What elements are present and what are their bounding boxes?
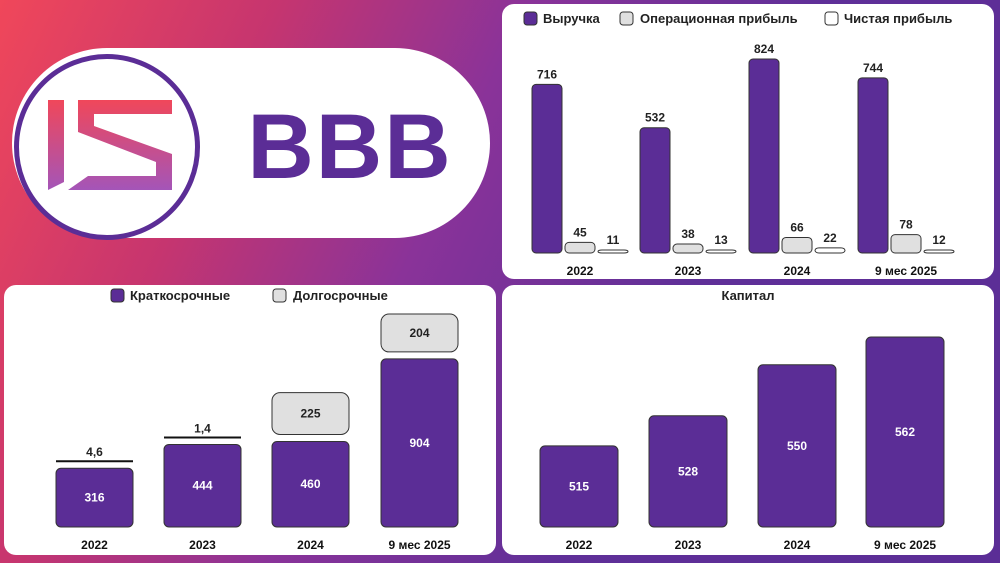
income-chart-panel: Выручка Операционная прибыль Чистая приб… (502, 4, 994, 279)
company-ticker: BBB (247, 96, 453, 198)
capital-chart-title: Капитал (721, 288, 774, 303)
x-tick-2022: 2022 (566, 538, 593, 552)
value-label-short-term-2024: 460 (300, 477, 320, 491)
bar-net-profit-2023 (705, 249, 737, 254)
x-tick-2024: 2024 (784, 538, 811, 552)
bar-net-profit-2024 (814, 247, 846, 254)
value-label-long-term-9-мес-2025: 204 (409, 326, 429, 340)
legend-swatch-net-profit (824, 11, 839, 26)
value-label-capital-9-мес-2025: 562 (895, 425, 915, 439)
value-label-short-term-2023: 444 (192, 479, 212, 493)
x-tick-2022: 2022 (81, 538, 108, 552)
value-label-net-profit-2023: 13 (714, 233, 728, 247)
value-label-revenue-2022: 716 (537, 67, 557, 81)
bar-short-term-2024 (271, 440, 350, 528)
x-tick-9-мес-2025: 9 мес 2025 (874, 538, 936, 552)
legend-swatch-long-term (272, 288, 287, 303)
bar-long-term-9-мес-2025 (380, 313, 459, 353)
x-tick-9-мес-2025: 9 мес 2025 (875, 264, 937, 278)
legend-swatch-short-term (110, 288, 125, 303)
legend-label-net-profit: Чистая прибыль (844, 11, 952, 26)
value-label-capital-2024: 550 (787, 439, 807, 453)
value-label-operating-profit-9-мес-2025: 78 (899, 218, 913, 232)
x-tick-2023: 2023 (675, 538, 702, 552)
bar-short-term-2023 (163, 443, 242, 528)
legend-label-operating-profit: Операционная прибыль (640, 11, 798, 26)
bar-revenue-2024 (748, 58, 780, 254)
value-label-net-profit-2024: 22 (823, 231, 837, 245)
debt-legend: Краткосрочные Долгосрочные (110, 288, 388, 303)
bar-long-term-2024 (271, 392, 350, 435)
value-label-short-term-9-мес-2025: 904 (409, 436, 429, 450)
value-label-revenue-9-мес-2025: 744 (863, 61, 883, 75)
x-tick-2024: 2024 (297, 538, 324, 552)
value-label-long-term-2024: 225 (300, 407, 320, 421)
bar-capital-2023 (648, 415, 728, 528)
x-tick-9-мес-2025: 9 мес 2025 (388, 538, 450, 552)
value-label-revenue-2023: 532 (645, 111, 665, 125)
x-tick-2023: 2023 (675, 264, 702, 278)
value-label-net-profit-2022: 11 (607, 233, 620, 247)
x-tick-2022: 2022 (567, 264, 594, 278)
capital-chart-panel: Капитал 515 2022 528 2023 550 2024 562 9 мес 20… (502, 285, 994, 555)
bar-net-profit-9-мес-2025 (923, 249, 955, 254)
bar-revenue-2023 (639, 127, 671, 254)
bar-short-term-9-мес-2025 (380, 358, 459, 528)
x-tick-2023: 2023 (189, 538, 216, 552)
value-label-operating-profit-2024: 66 (790, 220, 804, 234)
income-chart: Выручка Операционная прибыль Чистая приб… (523, 11, 955, 278)
bar-operating-profit-9-мес-2025 (890, 234, 922, 254)
bar-capital-9-мес-2025 (865, 336, 945, 528)
debt-chart-panel: Краткосрочные Долгосрочные 316 4,6 2022 444… (4, 285, 496, 555)
value-label-long-term-2023: 1,4 (194, 421, 211, 435)
value-label-capital-2023: 528 (678, 464, 698, 478)
legend-label-revenue: Выручка (543, 11, 601, 26)
value-label-short-term-2022: 316 (84, 491, 104, 505)
value-label-capital-2022: 515 (569, 479, 589, 493)
bar-net-profit-2022 (597, 249, 629, 254)
bar-revenue-2022 (531, 83, 563, 254)
legend-swatch-revenue (523, 11, 538, 26)
bar-short-term-2022 (55, 467, 134, 528)
legend-swatch-operating-profit (619, 11, 634, 26)
legend-label-long-term: Долгосрочные (293, 288, 388, 303)
bar-capital-2024 (757, 364, 837, 528)
value-label-operating-profit-2023: 38 (681, 227, 695, 241)
value-label-operating-profit-2022: 45 (573, 225, 587, 239)
logo-circle (14, 54, 200, 240)
legend-label-short-term: Краткосрочные (130, 288, 230, 303)
bar-capital-2022 (539, 445, 619, 528)
bar-operating-profit-2023 (672, 243, 704, 254)
value-label-long-term-2022: 4,6 (86, 445, 103, 459)
capital-chart: Капитал 515 2022 528 2023 550 2024 562 9 мес 20… (539, 288, 945, 552)
bar-revenue-9-мес-2025 (857, 77, 889, 254)
bar-operating-profit-2024 (781, 236, 813, 254)
x-tick-2024: 2024 (784, 264, 811, 278)
bar-operating-profit-2022 (564, 241, 596, 254)
income-legend: Выручка Операционная прибыль Чистая приб… (523, 11, 952, 26)
company-logo-icon (48, 100, 172, 190)
value-label-net-profit-9-мес-2025: 12 (932, 233, 946, 247)
value-label-revenue-2024: 824 (754, 42, 774, 56)
debt-chart: Краткосрочные Долгосрочные 316 4,6 2022 444… (55, 288, 459, 552)
